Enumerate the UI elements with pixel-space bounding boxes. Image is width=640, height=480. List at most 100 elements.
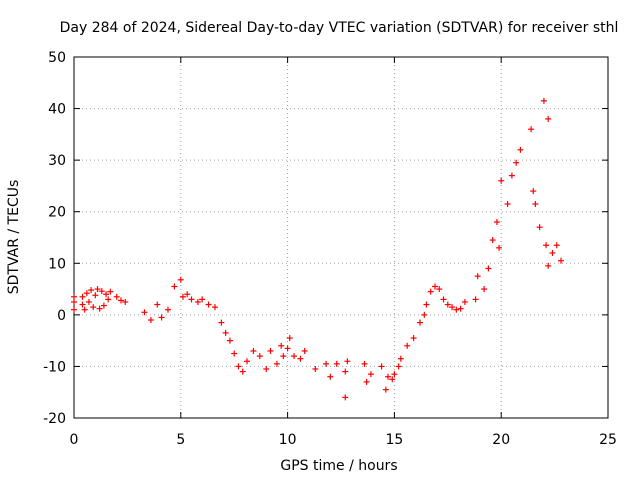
- data-point: [549, 249, 556, 256]
- y-tick-label: -20: [43, 411, 66, 427]
- data-point: [404, 342, 411, 349]
- data-point: [453, 306, 460, 313]
- data-point: [461, 298, 468, 305]
- data-point: [395, 363, 402, 370]
- data-point: [389, 376, 396, 383]
- data-point: [194, 298, 201, 305]
- data-point: [431, 283, 438, 290]
- data-point: [98, 288, 105, 295]
- data-point: [517, 146, 524, 153]
- data-point: [489, 237, 496, 244]
- data-point: [92, 292, 99, 299]
- data-point: [164, 306, 171, 313]
- tick-labels: -20 -10 0 10 20 30 40 50 0 5 10 15 20 25: [43, 50, 617, 448]
- data-point: [250, 347, 257, 354]
- data-point: [391, 371, 398, 378]
- data-point: [154, 301, 161, 308]
- data-point: [532, 200, 539, 207]
- data-point: [344, 358, 351, 365]
- data-point: [117, 297, 124, 304]
- data-point: [528, 126, 535, 133]
- x-tick-label: 20: [492, 432, 510, 448]
- data-point: [553, 242, 560, 249]
- data-point: [105, 296, 112, 303]
- grid-lines: [74, 57, 608, 418]
- y-tick-label: 0: [57, 308, 66, 324]
- data-point: [421, 311, 428, 318]
- data-point: [312, 366, 319, 373]
- plot-frame: [73, 56, 609, 419]
- data-point: [141, 309, 148, 316]
- data-point: [90, 304, 97, 311]
- data-point: [235, 363, 242, 370]
- y-tick-label: 30: [48, 153, 66, 169]
- x-tick-label: 25: [599, 432, 617, 448]
- y-tick-label: 50: [48, 50, 66, 66]
- data-point: [493, 219, 500, 226]
- data-point: [543, 242, 550, 249]
- data-point: [423, 301, 430, 308]
- data-point: [504, 200, 511, 207]
- data-point: [256, 353, 263, 360]
- data-point: [342, 394, 349, 401]
- data-point: [79, 293, 86, 300]
- data-point: [384, 373, 391, 380]
- data-point: [122, 298, 129, 305]
- data-point: [378, 363, 385, 370]
- data-point: [536, 224, 543, 231]
- data-point: [171, 283, 178, 290]
- data-point: [158, 314, 165, 321]
- data-point: [239, 368, 246, 375]
- data-point: [291, 353, 298, 360]
- data-point: [545, 115, 552, 122]
- data-point: [457, 305, 464, 312]
- data-point: [81, 306, 88, 313]
- data-point: [199, 296, 206, 303]
- data-point: [96, 305, 103, 312]
- data-point: [113, 293, 120, 300]
- x-axis-label: GPS time / hours: [280, 458, 397, 474]
- data-point: [540, 97, 547, 104]
- data-point: [147, 317, 154, 324]
- data-point: [508, 172, 515, 179]
- data-point: [94, 286, 101, 293]
- y-axis-label: SDTVAR / TECUs: [6, 180, 22, 295]
- data-point: [188, 296, 195, 303]
- data-point: [472, 296, 479, 303]
- data-point: [485, 265, 492, 272]
- data-point: [545, 262, 552, 269]
- data-point: [177, 276, 184, 283]
- data-point: [226, 337, 233, 344]
- data-point: [297, 355, 304, 362]
- data-point: [205, 301, 212, 308]
- data-point: [278, 342, 285, 349]
- data-point: [222, 329, 229, 336]
- data-point: [107, 288, 114, 295]
- data-point: [71, 293, 77, 300]
- data-point: [79, 301, 86, 308]
- data-point: [273, 360, 280, 367]
- data-point: [244, 358, 251, 365]
- data-point: [71, 298, 77, 305]
- data-point: [382, 386, 389, 393]
- data-point: [444, 301, 451, 308]
- data-point: [530, 188, 537, 195]
- data-point: [280, 353, 287, 360]
- x-tick-label: 15: [385, 432, 403, 448]
- data-point: [342, 368, 349, 375]
- data-point: [83, 290, 90, 297]
- x-tick-label: 10: [279, 432, 297, 448]
- y-tick-label: -10: [43, 359, 66, 375]
- data-point: [427, 288, 434, 295]
- data-point: [301, 347, 308, 354]
- data-point: [267, 347, 274, 354]
- data-point: [327, 373, 334, 380]
- data-points: [71, 97, 565, 401]
- data-point: [417, 319, 424, 326]
- data-point: [361, 360, 368, 367]
- data-point: [88, 287, 95, 294]
- data-point: [367, 371, 374, 378]
- data-point: [397, 355, 404, 362]
- data-point: [333, 360, 340, 367]
